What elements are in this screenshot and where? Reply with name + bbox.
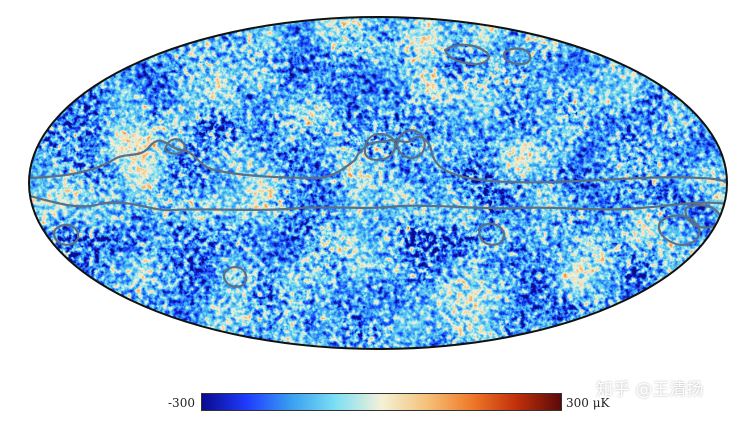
cmb-temperature-field (29, 17, 727, 349)
temperature-colorbar (201, 393, 562, 411)
colorbar-min-label: -300 (168, 396, 195, 410)
watermark-text: 知乎 @王清扬 (596, 380, 704, 400)
galactic-mask-contour (29, 43, 727, 288)
colorbar-max-label: 300 μK (566, 396, 610, 410)
sky-map-outline (28, 16, 728, 350)
